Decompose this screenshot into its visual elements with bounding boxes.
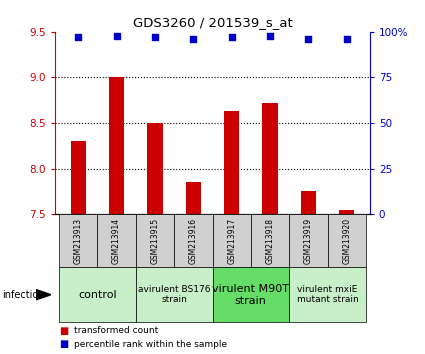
Text: GSM213916: GSM213916 xyxy=(189,218,198,264)
Point xyxy=(152,34,159,40)
Polygon shape xyxy=(36,290,51,300)
Bar xyxy=(97,214,136,267)
Bar xyxy=(289,214,328,267)
Point xyxy=(75,34,82,40)
Point xyxy=(190,36,197,42)
Text: infection: infection xyxy=(2,290,45,300)
Bar xyxy=(301,192,316,214)
Text: transformed count: transformed count xyxy=(74,326,159,336)
Text: GSM213914: GSM213914 xyxy=(112,218,121,264)
Point xyxy=(343,36,350,42)
Bar xyxy=(147,123,163,214)
Bar xyxy=(339,210,354,214)
Bar xyxy=(59,267,136,322)
Bar xyxy=(136,214,174,267)
Bar xyxy=(109,78,124,214)
Text: GSM213913: GSM213913 xyxy=(74,218,83,264)
Bar xyxy=(224,111,239,214)
Bar xyxy=(262,103,278,214)
Text: virulent M90T
strain: virulent M90T strain xyxy=(212,284,289,306)
Text: avirulent BS176
strain: avirulent BS176 strain xyxy=(138,285,210,304)
Text: ■: ■ xyxy=(60,326,69,336)
Bar xyxy=(174,214,212,267)
Title: GDS3260 / 201539_s_at: GDS3260 / 201539_s_at xyxy=(133,16,292,29)
Bar xyxy=(289,267,366,322)
Point xyxy=(266,33,273,38)
Bar xyxy=(212,214,251,267)
Point xyxy=(305,36,312,42)
Text: virulent mxiE
mutant strain: virulent mxiE mutant strain xyxy=(297,285,358,304)
Text: GSM213917: GSM213917 xyxy=(227,218,236,264)
Bar xyxy=(136,267,212,322)
Bar xyxy=(328,214,366,267)
Text: GSM213915: GSM213915 xyxy=(150,218,159,264)
Bar xyxy=(59,214,97,267)
Text: ■: ■ xyxy=(60,339,69,349)
Text: percentile rank within the sample: percentile rank within the sample xyxy=(74,340,227,349)
Text: control: control xyxy=(78,290,117,300)
Bar xyxy=(186,182,201,214)
Text: GSM213920: GSM213920 xyxy=(342,218,351,264)
Text: GSM213918: GSM213918 xyxy=(266,218,275,264)
Bar xyxy=(212,267,289,322)
Point xyxy=(113,33,120,38)
Bar xyxy=(251,214,289,267)
Text: GSM213919: GSM213919 xyxy=(304,218,313,264)
Bar xyxy=(71,141,86,214)
Point xyxy=(228,34,235,40)
